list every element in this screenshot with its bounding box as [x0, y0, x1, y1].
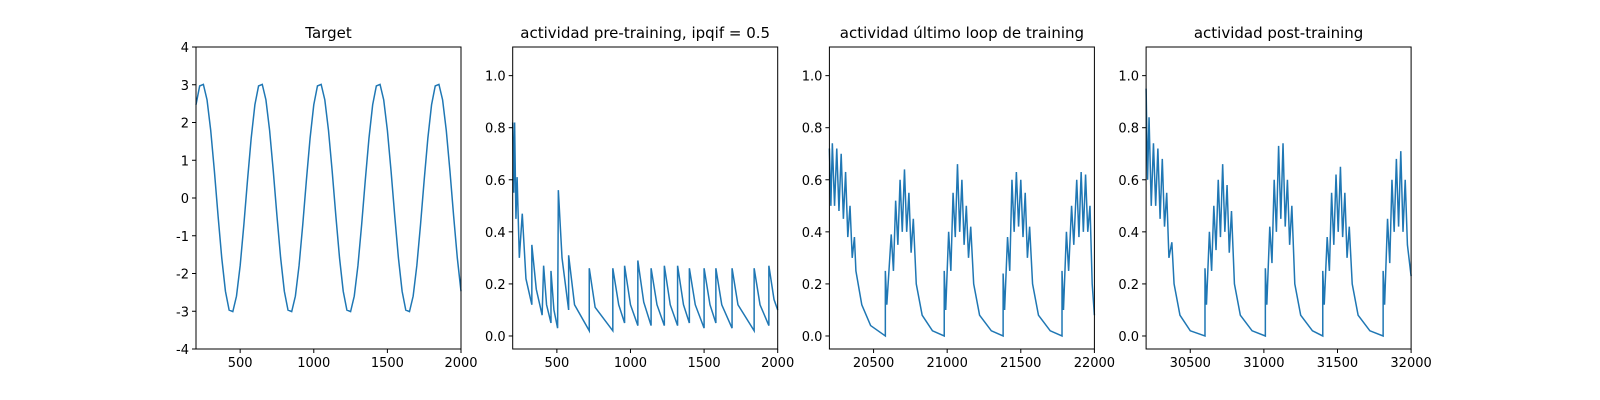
data-line [511, 122, 779, 334]
y-tick-label: 0.4 [485, 226, 506, 241]
y-tick-label: 2 [181, 117, 189, 132]
y-tick-label: 0.0 [1118, 330, 1139, 345]
chart-title: actividad último loop de training [840, 24, 1084, 42]
y-tick-label: 3 [181, 79, 189, 94]
y-tick-label: 0.6 [802, 174, 823, 189]
x-tick-label: 20500 [853, 356, 894, 371]
y-tick-label: 0.4 [1118, 226, 1139, 241]
y-tick-label: 4 [181, 41, 189, 56]
y-tick-label: 0.8 [485, 122, 506, 137]
data-line [195, 83, 462, 313]
y-tick-label: 1.0 [485, 70, 506, 85]
y-tick-label: 1.0 [802, 70, 823, 85]
data-line [1145, 88, 1412, 338]
x-tick-label: 32000 [1390, 356, 1431, 371]
x-tick-label: 1500 [688, 356, 721, 371]
x-tick-label: 22000 [1074, 356, 1115, 371]
chart-title: actividad post-training [1194, 24, 1363, 42]
y-tick-label: -2 [176, 268, 189, 283]
x-tick-label: 500 [228, 356, 253, 371]
y-tick-label: 1.0 [1118, 70, 1139, 85]
x-tick-label: 1000 [614, 356, 647, 371]
y-tick-label: 0 [181, 192, 189, 207]
x-tick-label: 500 [544, 356, 569, 371]
y-tick-label: 1 [181, 154, 189, 169]
y-tick-label: -4 [176, 343, 189, 358]
x-tick-label: 31000 [1243, 356, 1284, 371]
chart-title: Target [304, 24, 352, 42]
y-tick-label: 0.0 [802, 330, 823, 345]
x-tick-label: 30500 [1170, 356, 1211, 371]
y-tick-label: 0.2 [1118, 278, 1139, 293]
y-tick-label: 0.8 [802, 122, 823, 137]
x-tick-label: 1500 [371, 356, 404, 371]
y-tick-label: -1 [176, 230, 189, 245]
x-tick-label: 2000 [761, 356, 794, 371]
axes-frame [195, 46, 462, 350]
y-tick-label: 0.6 [485, 174, 506, 189]
axes-frame [828, 46, 1095, 350]
axes-frame [512, 46, 779, 350]
y-tick-label: 0.2 [802, 278, 823, 293]
x-tick-label: 2000 [444, 356, 477, 371]
y-tick-label: 0.8 [1118, 122, 1139, 137]
x-tick-label: 1000 [297, 356, 330, 371]
y-tick-label: -3 [176, 305, 189, 320]
y-tick-label: 0.2 [485, 278, 506, 293]
chart-title: actividad pre-training, ipqif = 0.5 [520, 24, 770, 42]
axes-frame [1145, 46, 1412, 350]
x-tick-label: 31500 [1317, 356, 1358, 371]
x-tick-label: 21000 [926, 356, 967, 371]
data-line [828, 143, 1096, 338]
y-tick-label: 0.6 [1118, 174, 1139, 189]
y-tick-label: 0.0 [485, 330, 506, 345]
y-tick-label: 0.4 [802, 226, 823, 241]
x-tick-label: 21500 [1000, 356, 1041, 371]
